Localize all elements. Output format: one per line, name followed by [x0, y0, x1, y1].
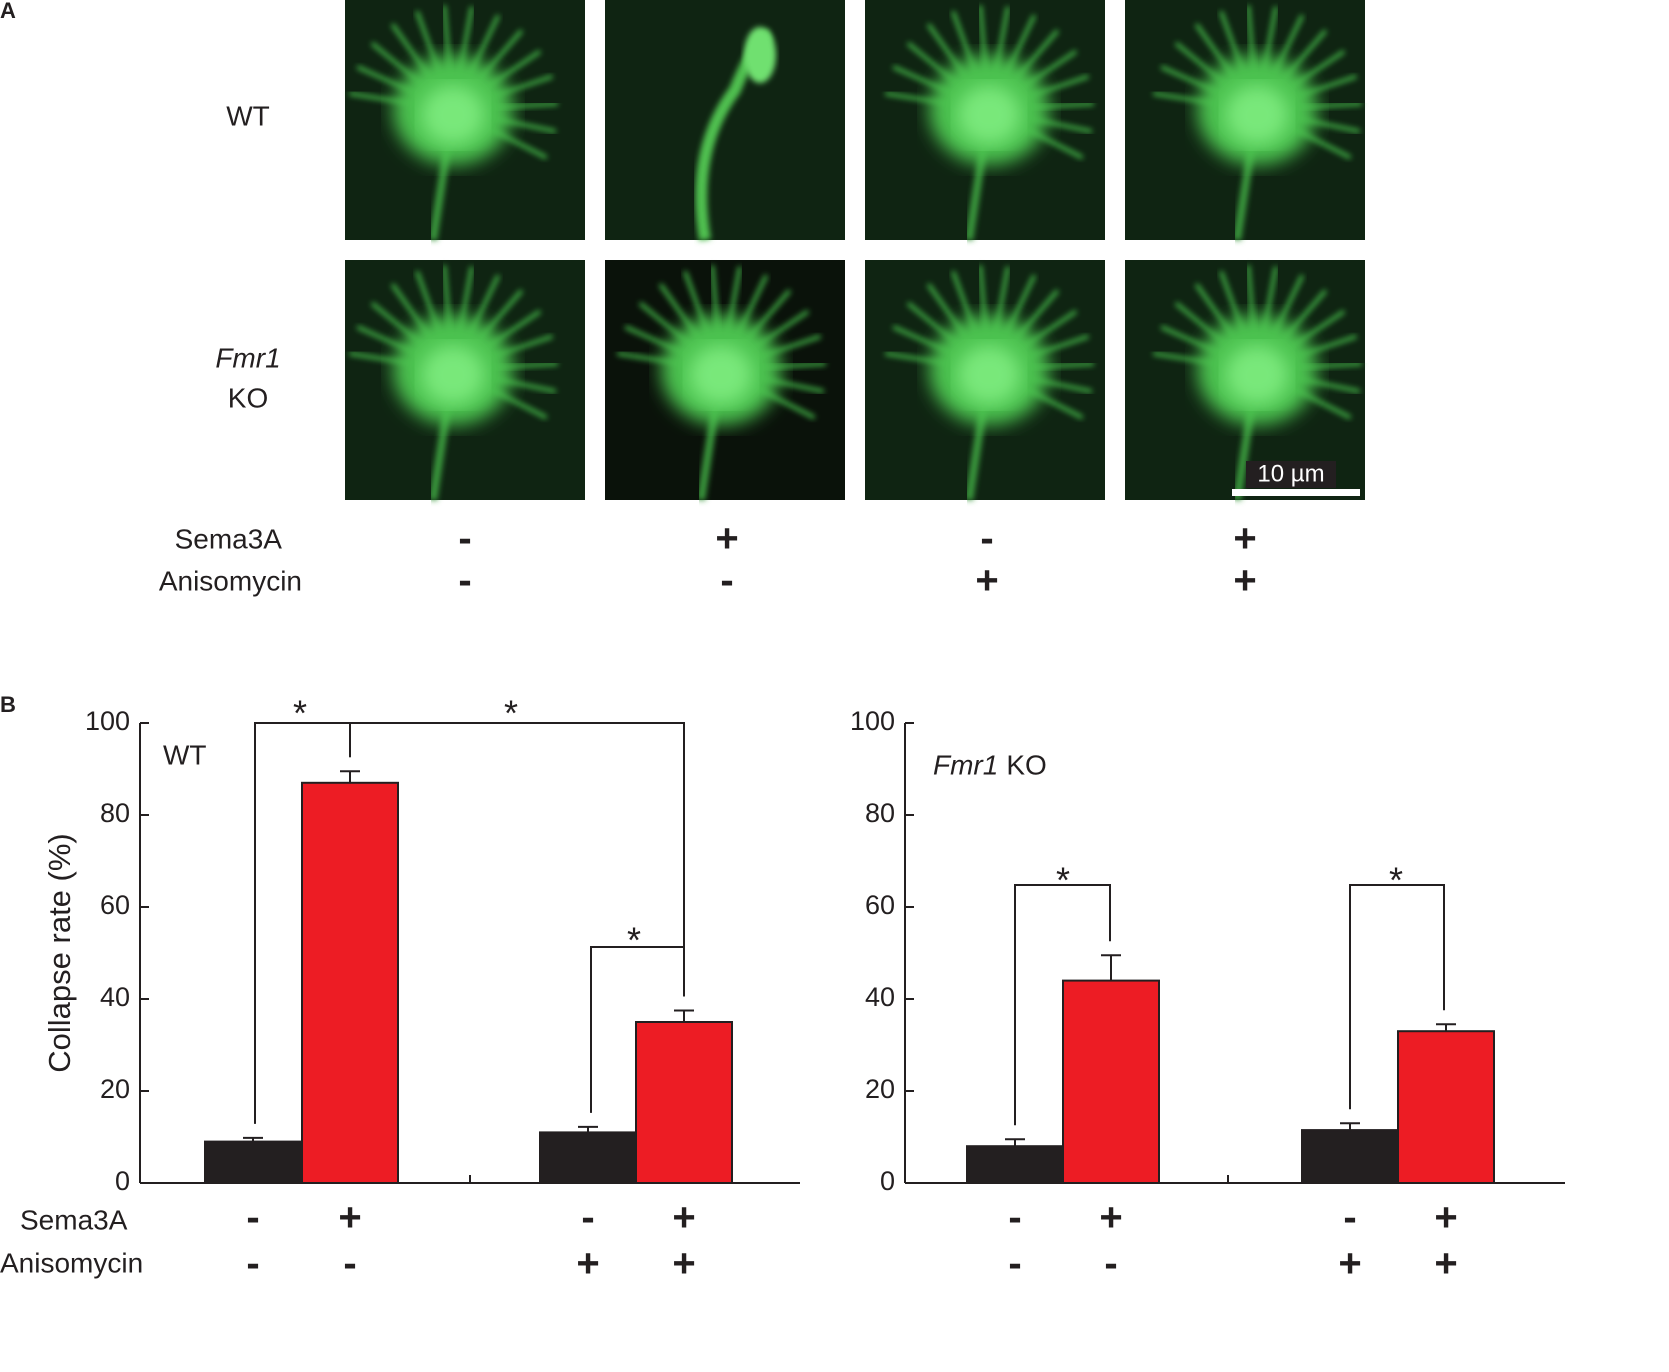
- treatment-symbol: -: [581, 1196, 594, 1240]
- y-tick-label: 20: [100, 1074, 130, 1104]
- treatment-name: Anisomycin: [0, 1247, 143, 1278]
- significance-label: *: [1056, 860, 1070, 901]
- growth-cone: [957, 85, 1021, 145]
- growth-cone: [689, 345, 753, 405]
- treatment-symbol: -: [1008, 1242, 1021, 1286]
- chart-title: Fmr1: [933, 749, 998, 780]
- significance-label: *: [627, 920, 641, 961]
- bar: [539, 1131, 637, 1185]
- y-tick-label: 80: [100, 798, 130, 828]
- scale-bar: [1232, 489, 1360, 496]
- treatment-symbol: -: [246, 1196, 259, 1240]
- y-tick-label: 40: [865, 982, 895, 1012]
- bar: [1301, 1129, 1399, 1184]
- treatment-symbol: +: [1434, 1242, 1457, 1286]
- bar: [1397, 1030, 1495, 1184]
- y-axis-label: Collapse rate (%): [42, 833, 77, 1072]
- treatment-symbol: +: [338, 1196, 361, 1240]
- y-tick-label: 60: [865, 890, 895, 920]
- treatment-symbol: -: [720, 559, 733, 603]
- micrograph: [605, 0, 845, 240]
- significance-bracket: [590, 946, 685, 1113]
- treatment-name: Sema3A: [175, 523, 283, 554]
- treatment-symbol: +: [1338, 1242, 1361, 1286]
- scale-label-bg: [1246, 461, 1336, 488]
- y-tick-label: 80: [865, 798, 895, 828]
- significance-label: *: [293, 693, 307, 734]
- treatment-symbol: +: [715, 517, 738, 561]
- growth-cone: [1225, 345, 1289, 405]
- y-tick-label: 100: [85, 706, 130, 736]
- bar: [301, 781, 399, 1184]
- bar: [635, 1021, 733, 1184]
- growth-cone: [957, 345, 1021, 405]
- panel-label: A: [0, 0, 16, 23]
- y-tick-label: 0: [115, 1166, 130, 1196]
- significance-bracket: [1349, 884, 1445, 1110]
- treatment-symbol: +: [672, 1196, 695, 1240]
- row-label: WT: [226, 100, 270, 131]
- growth-cone: [1225, 85, 1289, 145]
- treatment-symbol: +: [1233, 559, 1256, 603]
- treatment-symbol: +: [1434, 1196, 1457, 1240]
- micrographs: [345, 0, 1365, 501]
- bar: [204, 1140, 302, 1184]
- y-tick-label: 20: [865, 1074, 895, 1104]
- treatment-symbol: +: [672, 1242, 695, 1286]
- bar: [1062, 979, 1160, 1184]
- treatment-symbol: -: [1104, 1242, 1117, 1286]
- y-tick-label: 100: [850, 706, 895, 736]
- treatment-name: Anisomycin: [159, 565, 302, 596]
- significance-label: *: [1389, 860, 1403, 901]
- chart-title: KO: [1006, 749, 1046, 780]
- y-tick-label: 60: [100, 890, 130, 920]
- treatment-name: Sema3A: [20, 1204, 128, 1235]
- panel-label: B: [0, 692, 16, 717]
- treatment-symbol: -: [1008, 1196, 1021, 1240]
- growth-cone: [421, 85, 485, 145]
- row-label: Fmr1: [215, 342, 280, 373]
- y-tick-label: 0: [880, 1166, 895, 1196]
- treatment-symbol: -: [458, 517, 471, 561]
- y-tick-label: 40: [100, 982, 130, 1012]
- treatment-symbol: -: [1343, 1196, 1356, 1240]
- growth-cone: [744, 27, 776, 83]
- treatment-symbol: +: [1233, 517, 1256, 561]
- growth-cone: [421, 345, 485, 405]
- treatment-symbol: -: [458, 559, 471, 603]
- treatment-symbol: +: [975, 559, 998, 603]
- treatment-symbol: +: [1099, 1196, 1122, 1240]
- treatment-symbol: -: [246, 1242, 259, 1286]
- treatment-symbol: -: [980, 517, 993, 561]
- significance-bracket: [1014, 884, 1111, 1126]
- row-label: KO: [228, 382, 268, 413]
- significance-bracket: [254, 722, 685, 1124]
- scale-label: 10 µm: [1257, 460, 1324, 487]
- treatment-symbol: -: [343, 1242, 356, 1286]
- bar: [966, 1145, 1064, 1184]
- significance-label: *: [504, 693, 518, 734]
- chart-title: WT: [163, 739, 207, 770]
- treatment-symbol: +: [576, 1242, 599, 1286]
